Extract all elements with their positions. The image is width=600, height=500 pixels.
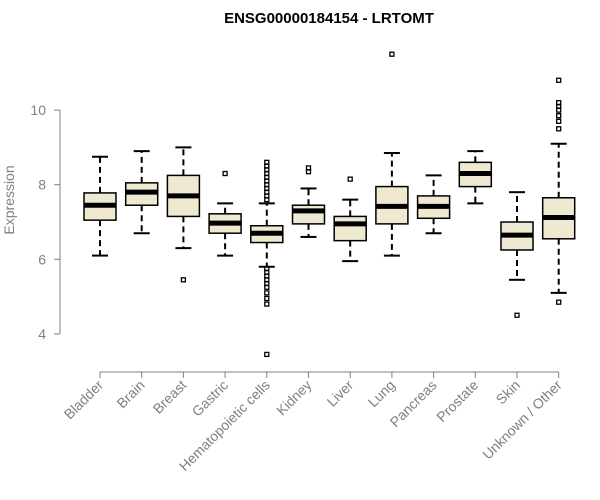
- x-tick-label: Lung: [365, 377, 398, 410]
- chart-title: ENSG00000184154 - LRTOMT: [224, 10, 434, 27]
- y-tick-label: 10: [30, 102, 46, 118]
- outlier-point: [264, 265, 270, 272]
- box-gastric: [208, 170, 242, 257]
- box-hematopoietic-cells: [250, 159, 284, 358]
- outlier-point: [556, 299, 562, 305]
- iqr-box: [333, 215, 367, 242]
- box-prostate: [458, 150, 493, 205]
- box-liver: [333, 176, 367, 263]
- outlier-point: [264, 351, 270, 358]
- outlier-point: [556, 113, 562, 119]
- outlier-point: [347, 176, 353, 182]
- box-unknown-other: [541, 77, 576, 305]
- box-skin: [500, 191, 534, 318]
- outlier-point: [389, 51, 395, 57]
- outlier-point: [556, 126, 562, 132]
- box-lung: [375, 51, 409, 257]
- x-tick-label: Skin: [493, 377, 524, 408]
- y-tick-label: 8: [38, 177, 46, 193]
- x-tick-label: Prostate: [433, 377, 481, 425]
- y-axis-label: Expression: [1, 165, 17, 234]
- outlier-point: [264, 301, 270, 307]
- x-tick-label: Breast: [150, 377, 190, 417]
- outlier-point: [264, 159, 270, 165]
- outlier-point: [222, 170, 228, 177]
- outlier-point: [264, 295, 270, 302]
- outlier-point: [264, 290, 270, 296]
- boxes-group: [83, 51, 576, 358]
- box-pancreas: [416, 174, 451, 235]
- y-tick-label: 6: [38, 251, 46, 267]
- x-tick-label: Bladder: [61, 377, 107, 423]
- outlier-point: [514, 312, 520, 318]
- outlier-point: [180, 277, 187, 283]
- x-tick-label: Brain: [113, 377, 147, 411]
- x-tick-label: Liver: [324, 377, 357, 410]
- outlier-point: [556, 77, 562, 83]
- y-tick-label: 4: [38, 326, 46, 342]
- iqr-box: [291, 204, 326, 225]
- outlier-point: [556, 118, 562, 124]
- x-tick-label: Kidney: [273, 377, 315, 419]
- outlier-point: [305, 165, 312, 171]
- outlier-point: [556, 100, 562, 106]
- box-breast: [166, 146, 201, 283]
- box-kidney: [291, 165, 326, 238]
- x-tick-label: Unknown / Other: [479, 377, 565, 463]
- box-bladder: [83, 155, 117, 257]
- box-brain: [124, 150, 159, 235]
- y-axis: 4 6 8 10: [30, 102, 61, 342]
